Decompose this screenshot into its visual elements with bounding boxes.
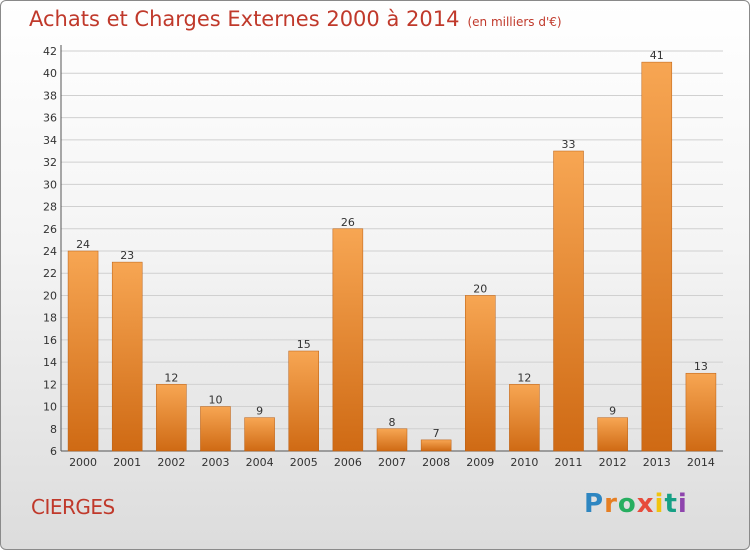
y-tick-label: 10 [43, 401, 57, 414]
proxiti-logo[interactable]: Proxiti [584, 489, 688, 519]
x-tick-label: 2007 [378, 456, 406, 469]
data-label: 8 [389, 416, 396, 429]
y-tick-label: 20 [43, 289, 57, 302]
x-tick-label: 2001 [113, 456, 141, 469]
bar-2004 [244, 417, 275, 452]
x-tick-label: 2000 [69, 456, 97, 469]
data-label: 41 [650, 49, 664, 62]
y-tick-label: 16 [43, 334, 57, 347]
y-tick-label: 30 [43, 178, 57, 191]
x-tick-label: 2011 [555, 456, 583, 469]
x-tick-label: 2006 [334, 456, 362, 469]
x-tick-label: 2004 [246, 456, 274, 469]
data-label: 23 [120, 249, 134, 262]
logo-letter: t [664, 489, 678, 519]
chart-unit: (en milliers d'€) [467, 15, 562, 29]
chart-title: Achats et Charges Externes 2000 à 2014 (e… [29, 7, 562, 31]
bar-2008 [420, 439, 452, 452]
logo-letter: i [677, 489, 688, 519]
chart-title-text: Achats et Charges Externes 2000 à 2014 [29, 7, 460, 31]
commune-name: CIERGES [31, 495, 115, 519]
x-tick-label: 2010 [510, 456, 538, 469]
x-tick-label: 2002 [157, 456, 185, 469]
x-tick-label: 2012 [599, 456, 627, 469]
bar-2003 [200, 406, 231, 452]
bar-2009 [465, 295, 496, 452]
bar-2001 [111, 261, 143, 452]
bar-2014 [685, 372, 717, 452]
x-tick-label: 2013 [643, 456, 671, 469]
y-tick-label: 40 [43, 67, 57, 80]
data-label: 9 [256, 405, 263, 418]
data-label: 24 [76, 238, 90, 251]
logo-letter: r [604, 489, 618, 519]
x-tick-label: 2008 [422, 456, 450, 469]
bar-2006 [332, 228, 364, 452]
y-tick-label: 18 [43, 312, 57, 325]
bar-2012 [597, 417, 628, 452]
bar-2000 [67, 250, 99, 452]
logo-letter: x [636, 489, 655, 519]
data-label: 26 [341, 216, 355, 229]
y-tick-label: 12 [43, 378, 57, 391]
data-label: 10 [208, 394, 222, 407]
y-tick-label: 42 [43, 45, 57, 58]
y-tick-label: 32 [43, 156, 57, 169]
x-tick-label: 2003 [201, 456, 229, 469]
data-label: 33 [562, 138, 576, 151]
y-tick-label: 36 [43, 112, 57, 125]
bar-2002 [156, 384, 187, 452]
x-tick-label: 2014 [687, 456, 715, 469]
bars [67, 61, 717, 452]
bar-2005 [288, 350, 319, 452]
y-tick-label: 22 [43, 267, 57, 280]
data-label: 12 [164, 371, 178, 384]
bar-2013 [641, 61, 673, 452]
y-tick-label: 6 [50, 445, 57, 458]
labels: 6 8 10 12 14 16 18 20 22 24 26 28 30 32 34 36 38 40 42 24 20… [43, 45, 715, 469]
bar-2010 [509, 384, 540, 452]
x-tick-label: 2009 [466, 456, 494, 469]
y-tick-label: 34 [43, 134, 57, 147]
x-tick-label: 2005 [290, 456, 318, 469]
y-tick-label: 38 [43, 89, 57, 102]
data-label: 13 [694, 360, 708, 373]
logo-letter: o [617, 489, 637, 519]
bar-2007 [376, 428, 408, 452]
y-tick-label: 14 [43, 356, 57, 369]
data-label: 7 [433, 427, 440, 440]
y-tick-label: 28 [43, 201, 57, 214]
bar-2011 [553, 150, 584, 452]
logo-letter: i [654, 489, 665, 519]
data-label: 9 [609, 405, 616, 418]
y-tick-label: 8 [50, 423, 57, 436]
data-label: 20 [473, 282, 487, 295]
logo-letter: P [584, 489, 605, 519]
y-tick-label: 26 [43, 223, 57, 236]
y-tick-label: 24 [43, 245, 57, 258]
data-label: 15 [297, 338, 311, 351]
data-label: 12 [517, 371, 531, 384]
